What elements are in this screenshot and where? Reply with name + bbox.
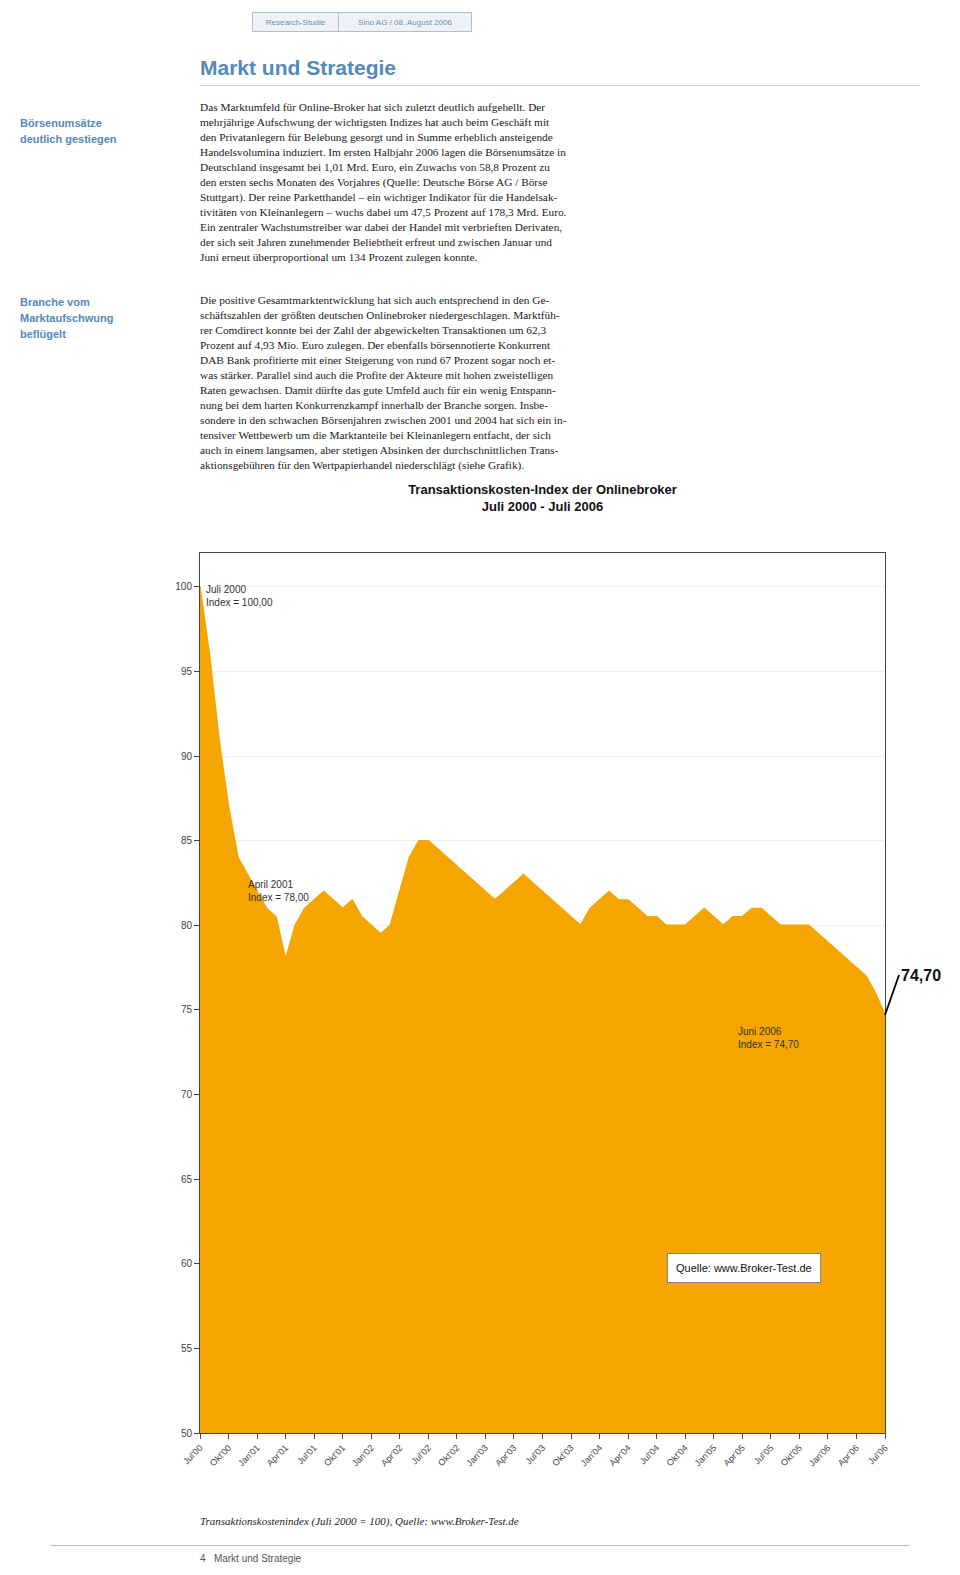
html-text:Juni erneut überproportional u: Juni erneut überproportional um 134 Proz… [200, 251, 478, 263]
html-text:Das Marktumfeld für Online-Bro: Das Marktumfeld für Online-Broker hat si… [200, 101, 546, 113]
html-text:Markt und Strategie: Markt und Strategie [200, 56, 396, 79]
svg-text:50: 50 [181, 1428, 193, 1439]
svg-text:Jan'04: Jan'04 [579, 1443, 605, 1469]
html-text:Handelsvolumina induziert. Im: Handelsvolumina induziert. Im ersten Hal… [200, 146, 566, 158]
svg-text:Jan'05: Jan'05 [693, 1443, 719, 1469]
svg-text:Jul'03: Jul'03 [524, 1443, 548, 1467]
html-text:Die positive Gesamtmarktentwic: Die positive Gesamtmarktentwicklung hat … [200, 294, 550, 306]
svg-text:100: 100 [175, 581, 192, 592]
svg-text:Apr'01: Apr'01 [265, 1443, 290, 1468]
html-text:den ersten sechs Monaten des V: den ersten sechs Monaten des Vorjahres (… [200, 176, 548, 188]
svg-text:Apr'02: Apr'02 [379, 1443, 404, 1468]
svg-text:Okt'04: Okt'04 [665, 1443, 690, 1468]
svg-text:Juli 2000Index = 100,00: Juli 2000Index = 100,00 [206, 584, 273, 608]
html-text:Prozent auf 4,93 Mio. Euro zul: Prozent auf 4,93 Mio. Euro zulegen. Der … [200, 339, 551, 351]
html-text:Transaktionskostenindex (Juli: Transaktionskostenindex (Juli 2000 = 100… [200, 1515, 519, 1527]
svg-text:Jan'02: Jan'02 [350, 1443, 376, 1469]
svg-text:Okt'01: Okt'01 [322, 1443, 347, 1468]
html-text:Raten gewachsen. Damit dürfte: Raten gewachsen. Damit dürfte das gute U… [200, 384, 556, 396]
svg-text:75: 75 [181, 1004, 193, 1015]
svg-text:Jul'04: Jul'04 [638, 1443, 662, 1467]
html-text:tivitäten von Kleinanlegern –: tivitäten von Kleinanlegern – wuchs dabe… [200, 206, 567, 218]
html-text:schäftszahlen der größten deut: schäftszahlen der größten deutschen Onli… [200, 309, 560, 321]
html-text:mehrjährige Aufschwung der wic: mehrjährige Aufschwung der wichtigsten I… [200, 116, 550, 128]
svg-text:70: 70 [181, 1089, 193, 1100]
html-text:Stuttgart). Der reine Parketth: Stuttgart). Der reine Parketthandel – ei… [200, 191, 558, 203]
svg-text:Apr'03: Apr'03 [493, 1443, 518, 1468]
html-text:Research-Studie: Research-Studie [265, 17, 326, 27]
svg-text:85: 85 [181, 835, 193, 846]
svg-text:Okt'03: Okt'03 [550, 1443, 575, 1468]
svg-text:Juni 2006Index = 74,70: Juni 2006Index = 74,70 [738, 1026, 799, 1050]
svg-text:Jul'06: Jul'06 [866, 1443, 890, 1467]
svg-text:Jul'00: Jul'00 [181, 1443, 205, 1467]
html-text:sondere in den schwachen Börse: sondere in den schwachen Börsenjahren zw… [200, 414, 567, 426]
html-text:Sino AG / 08. August 2006: Sino AG / 08. August 2006 [358, 17, 452, 27]
html-text:tensiver Wettbewerb um die Mar: tensiver Wettbewerb um die Marktanteile … [200, 429, 551, 441]
html-text:Ein zentraler Wachstumstreiber: Ein zentraler Wachstumstreiber war dabei… [200, 221, 563, 233]
svg-text:Apr'05: Apr'05 [722, 1443, 747, 1468]
html-text:der sich seit Jahren zunehmend: der sich seit Jahren zunehmender Beliebt… [200, 236, 552, 248]
svg-text:60: 60 [181, 1258, 193, 1269]
svg-text:Quelle: www.Broker-Test.de: Quelle: www.Broker-Test.de [676, 1262, 812, 1274]
html-text:was stärker. Parallel sind auc: was stärker. Parallel sind auch die Prof… [200, 369, 554, 381]
svg-text:Okt'05: Okt'05 [779, 1443, 804, 1468]
svg-text:Jul'05: Jul'05 [752, 1443, 776, 1467]
svg-text:74,70: 74,70 [901, 967, 941, 984]
svg-text:Jul'01: Jul'01 [295, 1443, 319, 1467]
svg-text:April 2001Index = 78,00: April 2001Index = 78,00 [248, 879, 309, 903]
html-text:auch in einem langsamen, aber: auch in einem langsamen, aber stetigen A… [200, 444, 559, 456]
svg-text:Apr'04: Apr'04 [607, 1443, 632, 1468]
html-text:nung bei dem harten Konkurrenz: nung bei dem harten Konkurrenzkampf inne… [200, 399, 548, 411]
svg-text:Okt'00: Okt'00 [208, 1443, 233, 1468]
html-text:DAB Bank profitierte mit einer: DAB Bank profitierte mit einer Steigerun… [200, 354, 556, 366]
svg-text:90: 90 [181, 751, 193, 762]
html-text:Deutschland insgesamt bei 1,01: Deutschland insgesamt bei 1,01 Mrd. Euro… [200, 161, 550, 173]
html-text:4 Markt und Strategie: 4 Markt und Strategie [200, 1553, 302, 1564]
html-text:rer Comdirect konnte bei der Z: rer Comdirect konnte bei der Zahl der ab… [200, 324, 546, 336]
svg-text:Jul'02: Jul'02 [409, 1443, 433, 1467]
svg-text:55: 55 [181, 1343, 193, 1354]
svg-text:Apr'06: Apr'06 [836, 1443, 861, 1468]
svg-text:80: 80 [181, 920, 193, 931]
svg-text:65: 65 [181, 1174, 193, 1185]
svg-text:95: 95 [181, 666, 193, 677]
html-text:Börsenumsätze deutlich gestieg: Börsenumsätze deutlich gestiegen [20, 117, 117, 145]
html-text:aktionsgebühren für den Wertpa: aktionsgebühren für den Wertpapierhandel… [200, 459, 525, 471]
svg-text:Jan'06: Jan'06 [807, 1443, 833, 1469]
html-text:den Privatanlegern für Belebun: den Privatanlegern für Belebung gesorgt … [200, 131, 553, 143]
svg-text:Transaktionskosten-Index der O: Transaktionskosten-Index der Onlinebroke… [408, 482, 677, 514]
html-text:Branche vom Marktaufschwung be: Branche vom Marktaufschwung beflügelt [20, 296, 114, 340]
svg-text:Okt'02: Okt'02 [436, 1443, 461, 1468]
svg-text:Jan'01: Jan'01 [236, 1443, 262, 1469]
svg-text:Jan'03: Jan'03 [464, 1443, 490, 1469]
